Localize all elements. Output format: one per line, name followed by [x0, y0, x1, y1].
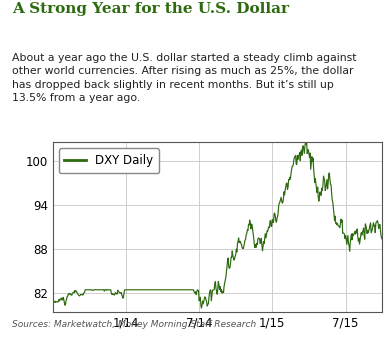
- Legend: DXY Daily: DXY Daily: [58, 148, 159, 173]
- Text: About a year ago the U.S. dollar started a steady climb against
other world curr: About a year ago the U.S. dollar started…: [12, 53, 356, 103]
- Text: A Strong Year for the U.S. Dollar: A Strong Year for the U.S. Dollar: [12, 2, 289, 16]
- Text: Sources: Marketwatch, Money Morning Staff Research: Sources: Marketwatch, Money Morning Staf…: [12, 320, 256, 330]
